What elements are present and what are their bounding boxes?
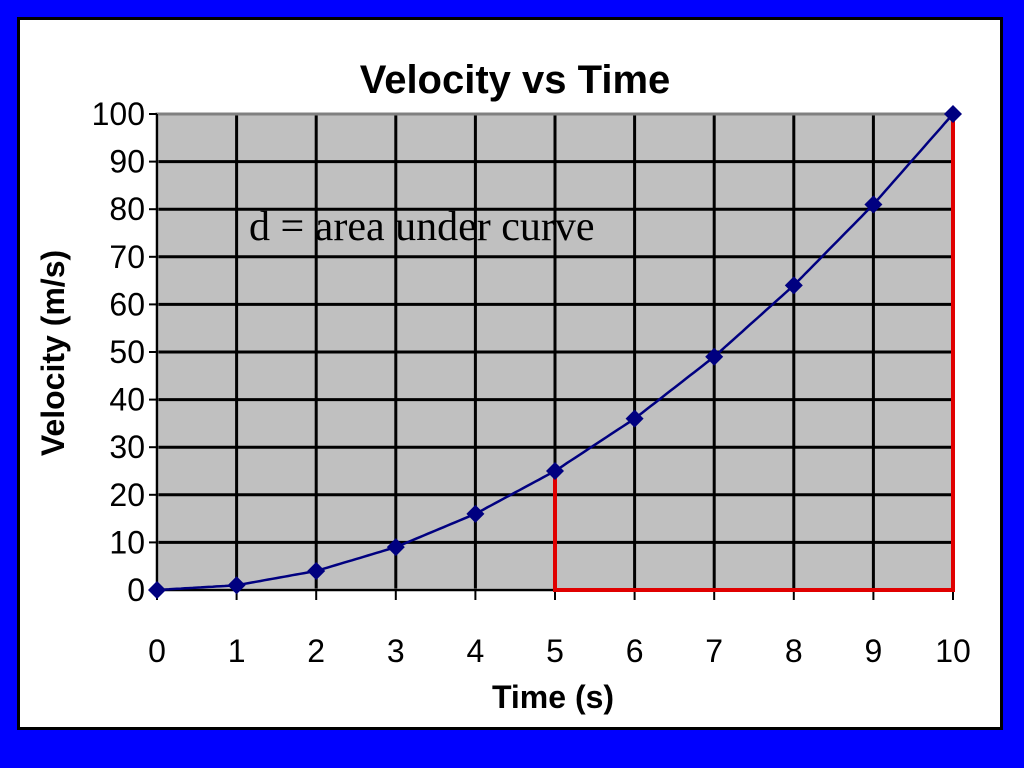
chart-frame: Velocity vs Time 0 10 20 30 40 50 60 70 80 90 100 0…	[17, 17, 1003, 730]
y-tick-label-0: 0	[127, 572, 145, 608]
y-tick-label-50: 50	[109, 334, 145, 370]
x-tick-label-5: 5	[546, 633, 564, 669]
x-tick-label-3: 3	[387, 633, 405, 669]
y-tick-label-30: 30	[109, 429, 145, 465]
x-tick-label-9: 9	[865, 633, 883, 669]
x-tick-label-10: 10	[935, 633, 971, 669]
y-tick-label-60: 60	[109, 286, 145, 322]
data-point-9	[864, 195, 883, 214]
x-axis-title: Time (s)	[492, 679, 614, 715]
series	[148, 105, 962, 599]
tick-labels: 0 10 20 30 40 50 60 70 80 90 100 0 1 2 3 4 5 6 7 8 9 10	[92, 96, 971, 669]
area-highlight	[553, 114, 955, 592]
x-tick-label-2: 2	[307, 633, 325, 669]
data-point-8	[784, 276, 803, 295]
y-tick-label-80: 80	[109, 191, 145, 227]
data-point-4	[466, 504, 485, 523]
y-tick-label-90: 90	[109, 144, 145, 180]
y-tick-label-20: 20	[109, 477, 145, 513]
y-tick-label-40: 40	[109, 382, 145, 418]
data-point-5	[546, 462, 564, 480]
y-axis-title: Velocity (m/s)	[35, 250, 71, 456]
x-tick-label-6: 6	[626, 633, 644, 669]
data-point-6	[625, 409, 644, 428]
data-point-7	[705, 347, 724, 366]
x-tick-label-8: 8	[785, 633, 803, 669]
data-point-0	[148, 581, 166, 599]
y-tick-label-100: 100	[92, 96, 145, 132]
x-tick-label-4: 4	[467, 633, 485, 669]
data-point-10	[944, 105, 962, 123]
x-tick-label-1: 1	[228, 633, 246, 669]
y-tick-label-70: 70	[109, 239, 145, 275]
x-tick-label-7: 7	[705, 633, 723, 669]
data-point-2	[307, 561, 326, 580]
area-annotation: d = area under curve	[249, 204, 595, 250]
velocity-time-chart: Velocity vs Time 01020304050607080901000…	[35, 58, 971, 715]
data-point-1	[227, 576, 246, 595]
x-tick-label-0: 0	[148, 633, 166, 669]
y-tick-label-10: 10	[109, 524, 145, 560]
highlight-outline	[553, 114, 955, 592]
chart-title: Velocity vs Time	[360, 58, 671, 102]
data-point-3	[386, 538, 405, 557]
